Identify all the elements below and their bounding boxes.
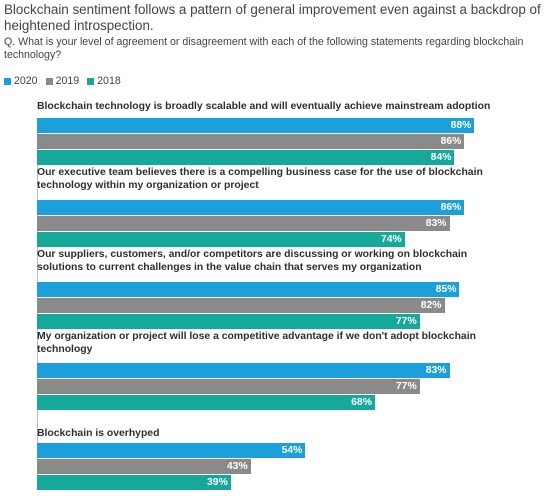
legend: 2020 2019 2018 — [4, 75, 121, 87]
data-label-2020-1: 88% — [450, 120, 472, 131]
bar-2020-3: 85% — [37, 282, 460, 297]
data-label-2018-5: 39% — [207, 477, 228, 488]
category-label-4: My organization or project will lose a c… — [37, 331, 476, 355]
legend-item-2019: 2019 — [45, 75, 80, 87]
data-label-2019-3: 82% — [420, 300, 442, 311]
data-label-2019-1: 86% — [440, 136, 462, 147]
category-label-3: Our suppliers, customers, and/or competi… — [37, 249, 468, 273]
bar-2018-3: 77% — [37, 314, 420, 329]
bar-2019-1: 86% — [37, 134, 465, 149]
legend-swatch-2019 — [45, 77, 53, 85]
chart-subtitle: Q. What is your level of agreement or di… — [4, 36, 524, 61]
data-label-2020-5: 54% — [281, 445, 303, 456]
legend-label-2019: 2019 — [55, 75, 80, 87]
data-label-2019-4: 77% — [395, 381, 417, 392]
bar-2020-1: 88% — [37, 118, 475, 133]
bar-2020-2: 86% — [37, 200, 465, 215]
bar-2018-4: 68% — [37, 395, 375, 410]
bar-2018-2: 74% — [37, 232, 405, 247]
data-label-2019-5: 43% — [226, 461, 248, 472]
data-label-2018-2: 74% — [380, 234, 402, 245]
legend-label-2018: 2018 — [97, 75, 121, 87]
data-label-2018-4: 68% — [351, 397, 372, 408]
category-label-5: Blockchain is overhyped — [37, 428, 160, 439]
legend-swatch-2020 — [4, 77, 11, 85]
legend-item-2020: 2020 — [4, 75, 38, 87]
data-label-2018-3: 77% — [395, 316, 417, 327]
bar-2019-5: 43% — [37, 459, 251, 474]
data-label-2020-2: 86% — [440, 202, 462, 213]
bar-2018-5: 39% — [37, 475, 231, 490]
category-label-1: Blockchain technology is broadly scalabl… — [37, 101, 491, 112]
bar-2019-2: 83% — [37, 216, 450, 231]
bar-2019-3: 82% — [37, 298, 445, 313]
chart-title: Blockchain sentiment follows a pattern o… — [4, 2, 541, 33]
data-label-2019-2: 83% — [425, 218, 447, 229]
bar-2018-1: 84% — [37, 150, 455, 165]
legend-label-2020: 2020 — [14, 75, 38, 87]
data-label-2018-1: 84% — [430, 152, 452, 163]
legend-swatch-2018 — [87, 77, 95, 85]
bar-2019-4: 77% — [37, 379, 420, 394]
data-label-2020-3: 85% — [435, 284, 457, 295]
bar-2020-5: 54% — [37, 443, 306, 458]
category-label-2: Our executive team believes there is a c… — [37, 167, 483, 191]
bar-2020-4: 83% — [37, 363, 450, 378]
data-label-2020-4: 83% — [425, 365, 447, 376]
legend-item-2018: 2018 — [87, 75, 121, 87]
